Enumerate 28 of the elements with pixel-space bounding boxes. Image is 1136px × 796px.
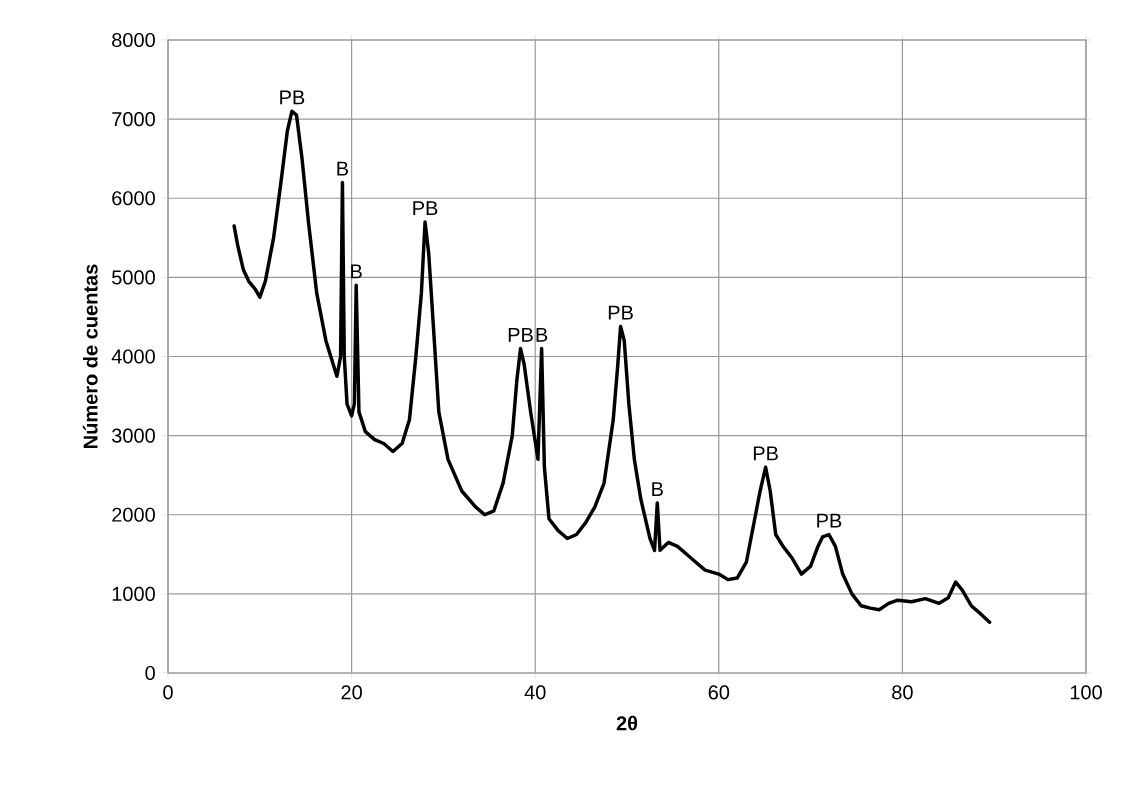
y-tick-label: 5000 [112,270,155,285]
x-tick-label: 0 [163,685,173,700]
annotation: PB [413,201,438,216]
annotation: B [337,161,349,176]
y-tick-label: 4000 [111,349,155,364]
x-axis-title: 2θ [616,715,638,731]
y-tick-label: 3000 [112,428,155,443]
annotation: PB [608,305,633,320]
y-tick-label: 6000 [112,191,155,206]
annotation: PB [508,327,533,342]
x-tick-label: 80 [892,685,913,700]
annotation: B [351,264,362,279]
y-tick-label: 2000 [112,507,155,522]
x-tick-label: 20 [341,685,362,700]
annotation: PB [753,446,778,461]
x-tick-label: 60 [708,685,730,700]
annotation: B [536,327,548,342]
x-tick-label: 100 [1070,685,1102,700]
annotation: PB [817,513,842,528]
y-axis-title: Número de cuentas [82,264,98,448]
line-series [232,109,992,625]
x-tick-label: 40 [524,685,546,700]
y-tick-label: 7000 [112,112,155,127]
y-tick-label: 0 [145,665,155,681]
y-tick-label: 1000 [112,586,155,601]
y-tick-label: 8000 [112,32,155,48]
annotation: PB [280,90,305,105]
annotation: B [652,482,663,496]
